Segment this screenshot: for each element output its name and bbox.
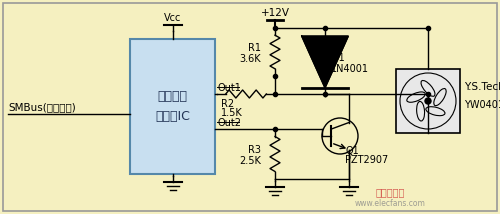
Text: 1N4001: 1N4001: [331, 64, 369, 74]
Polygon shape: [302, 36, 348, 88]
Text: Vcc: Vcc: [164, 13, 181, 23]
Text: 2.5K: 2.5K: [239, 156, 261, 166]
Text: R1: R1: [248, 43, 261, 53]
Text: Out1: Out1: [217, 83, 241, 93]
Text: 数字温度: 数字温度: [158, 90, 188, 103]
Text: www.elecfans.com: www.elecfans.com: [354, 199, 426, 208]
Text: 传感器IC: 传感器IC: [155, 110, 190, 123]
Text: YW04010012: YW04010012: [464, 100, 500, 110]
Text: SMBus(至控制器): SMBus(至控制器): [8, 102, 76, 112]
Bar: [396, 69, 460, 133]
Text: PZT2907: PZT2907: [345, 155, 388, 165]
Text: Q1: Q1: [345, 146, 359, 156]
Text: D1: D1: [331, 53, 345, 63]
Text: 电子发烧友: 电子发烧友: [376, 187, 404, 197]
Text: +12V: +12V: [260, 8, 290, 18]
Text: Y.S.Tech: Y.S.Tech: [464, 82, 500, 92]
Circle shape: [425, 98, 431, 104]
Text: 3.6K: 3.6K: [240, 54, 261, 64]
Text: Out2: Out2: [217, 118, 241, 128]
Bar: [130, 39, 215, 174]
Text: 1.5K: 1.5K: [221, 108, 243, 118]
Text: R2: R2: [221, 99, 234, 109]
Text: R3: R3: [248, 145, 261, 155]
